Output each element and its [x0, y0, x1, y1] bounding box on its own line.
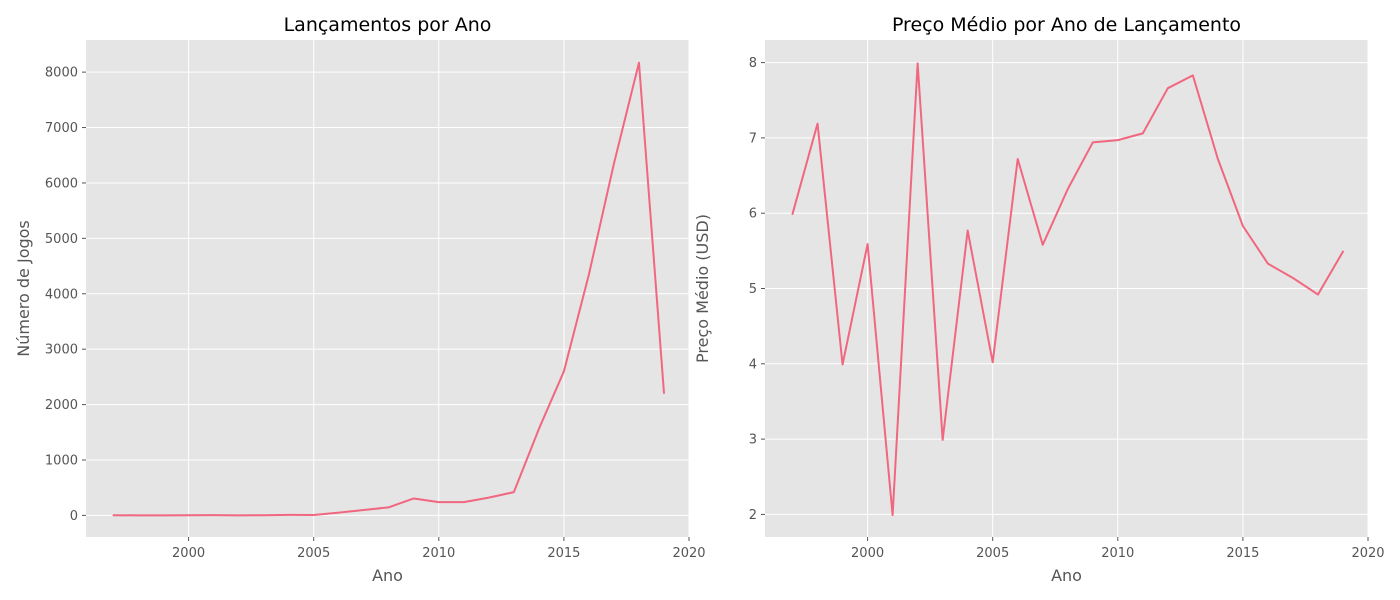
releases-x-tick-label-4: 2020	[672, 546, 705, 561]
chart-releases-per-year: 2000 2005 2010 2015 2020 0 1000 2000 3000 4000 500…	[14, 14, 706, 585]
price-x-tick-label-2: 2010	[1101, 546, 1134, 561]
releases-data-point-2006	[337, 510, 341, 514]
releases-data-point-2002	[236, 513, 240, 517]
releases-data-point-2010	[437, 500, 441, 504]
price-x-axis-label: Ano	[1051, 566, 1082, 585]
price-data-point-2005	[990, 360, 994, 364]
price-data-point-2006	[1016, 157, 1020, 161]
releases-data-point-2009	[412, 496, 416, 500]
releases-y-tick-label-5: 5000	[45, 232, 78, 247]
price-data-point-2010	[1116, 138, 1120, 142]
releases-y-tick-label-6: 6000	[45, 176, 78, 191]
price-data-point-2007	[1041, 243, 1045, 247]
price-y-tick-label-1: 3	[749, 433, 757, 448]
price-x-tick-label-0: 2000	[851, 546, 884, 561]
price-y-tick-label-4: 6	[749, 207, 757, 222]
releases-data-point-2004	[286, 513, 290, 517]
price-data-point-2011	[1141, 131, 1145, 135]
price-data-point-2001	[890, 513, 894, 517]
releases-x-tick-label-0: 2000	[172, 546, 205, 561]
price-data-point-2013	[1191, 73, 1195, 77]
releases-y-tick-label-3: 3000	[45, 343, 78, 358]
price-data-point-2008	[1066, 187, 1070, 191]
releases-y-axis-label: Número de Jogos	[14, 220, 33, 357]
price-data-point-2012	[1166, 86, 1170, 90]
releases-x-tick-label-3: 2015	[547, 546, 580, 561]
price-x-tick-label-1: 2005	[976, 546, 1009, 561]
price-data-point-2015	[1241, 224, 1245, 228]
price-y-axis-label: Preço Médio (USD)	[693, 214, 712, 363]
releases-data-point-2014	[537, 427, 541, 431]
releases-data-point-2012	[487, 495, 491, 499]
releases-data-point-2005	[311, 513, 315, 517]
price-y-tick-label-2: 4	[749, 357, 757, 372]
releases-y-tick-label-1: 1000	[45, 453, 78, 468]
releases-data-point-2007	[362, 508, 366, 512]
releases-x-tick-label-1: 2005	[297, 546, 330, 561]
price-y-tick-label-0: 2	[749, 508, 757, 523]
price-data-point-2019	[1341, 249, 1345, 253]
releases-y-tick-label-8: 8000	[45, 66, 78, 81]
releases-x-tick-label-2: 2010	[422, 546, 455, 561]
price-data-point-1999	[840, 362, 844, 366]
releases-data-point-2000	[186, 513, 190, 517]
price-y-tick-label-6: 8	[749, 56, 757, 71]
price-data-point-2018	[1316, 292, 1320, 296]
price-data-point-2016	[1266, 261, 1270, 265]
releases-y-tick-label-0: 0	[70, 509, 78, 524]
price-data-point-1997	[790, 212, 794, 216]
price-data-point-2002	[915, 61, 919, 65]
releases-data-point-2003	[261, 513, 265, 517]
releases-data-point-2001	[211, 513, 215, 517]
price-series-line-0	[791, 62, 1344, 517]
releases-data-point-2019	[662, 391, 666, 395]
releases-plot-area	[86, 40, 689, 537]
price-data-point-2017	[1291, 276, 1295, 280]
releases-x-axis-label: Ano	[372, 566, 403, 585]
releases-data-point-2018	[637, 61, 641, 65]
releases-data-point-1998	[136, 513, 140, 517]
releases-data-point-2011	[462, 500, 466, 504]
releases-y-tick-label-7: 7000	[45, 121, 78, 136]
price-data-point-2009	[1091, 140, 1095, 144]
price-data-point-2003	[940, 438, 944, 442]
releases-y-tick-label-4: 4000	[45, 287, 78, 302]
releases-data-point-2016	[587, 272, 591, 276]
price-y-tick-label-5: 7	[749, 131, 757, 146]
price-y-tick-label-3: 5	[749, 282, 757, 297]
releases-data-point-2015	[562, 369, 566, 373]
releases-y-tick-label-2: 2000	[45, 398, 78, 413]
releases-data-point-1999	[161, 513, 165, 517]
releases-data-point-2013	[512, 490, 516, 494]
releases-data-point-2008	[387, 505, 391, 509]
releases-data-point-1997	[111, 513, 115, 517]
releases-chart-title: Lançamentos por Ano	[284, 14, 492, 36]
price-data-point-2014	[1216, 157, 1220, 161]
price-x-tick-label-3: 2015	[1226, 546, 1259, 561]
price-data-point-2000	[865, 242, 869, 246]
price-data-point-1998	[815, 121, 819, 125]
chart-average-price-per-year: 2000 2005 2010 2015 2020 2 3 4 5 6 7 8 Preço Médio p…	[693, 14, 1385, 585]
price-data-point-2004	[965, 228, 969, 232]
price-chart-title: Preço Médio por Ano de Lançamento	[892, 14, 1241, 36]
releases-series-line-0	[112, 61, 665, 517]
price-x-tick-label-4: 2020	[1351, 546, 1384, 561]
releases-data-point-2017	[612, 161, 616, 165]
